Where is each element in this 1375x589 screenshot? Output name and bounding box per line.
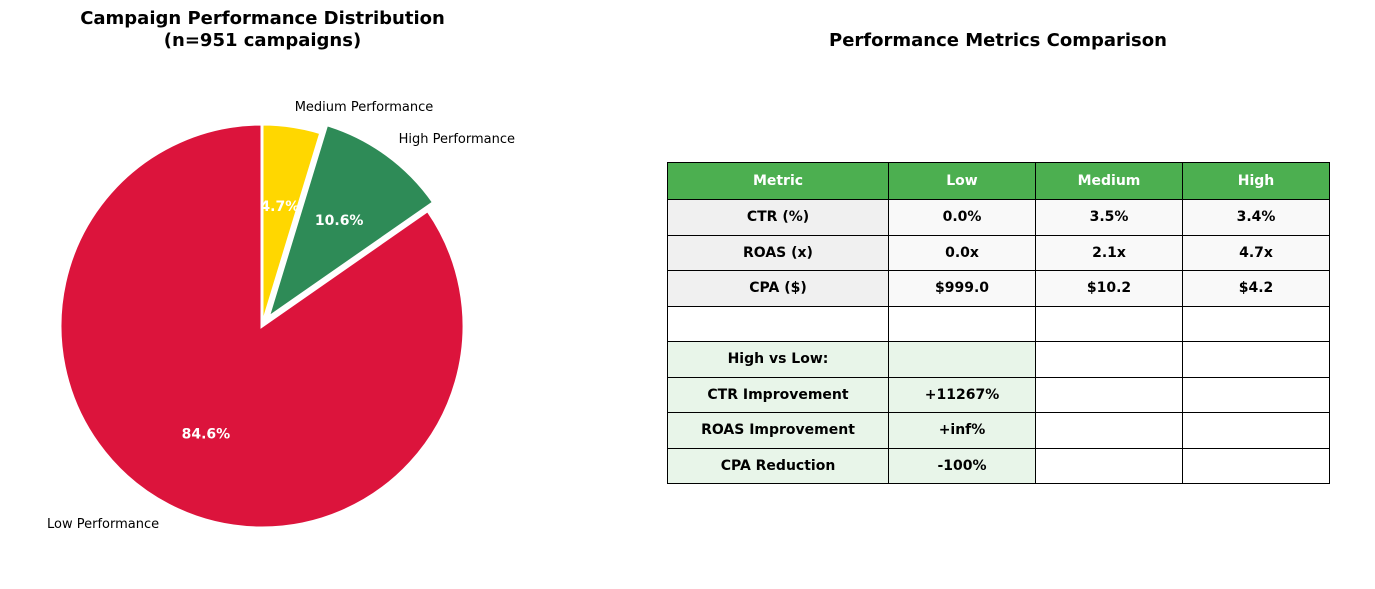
table-cell: 0.0% [888, 199, 1036, 236]
header-cell-low: Low [888, 162, 1036, 200]
table-title: Performance Metrics Comparison [829, 30, 1167, 51]
table-cell: CPA ($) [667, 270, 889, 307]
table-cell [1035, 412, 1183, 449]
table-cell: 2.1x [1035, 234, 1183, 271]
pie-category-label: High Performance [399, 132, 515, 147]
table-cell [1035, 447, 1183, 484]
table-cell [1035, 341, 1183, 378]
table-cell [888, 341, 1036, 378]
pie-chart-title-line-1: Campaign Performance Distribution [80, 8, 445, 29]
table-cell: CTR (%) [667, 199, 889, 236]
table-cell [1035, 376, 1183, 413]
table-row [667, 305, 1330, 342]
table-cell: $10.2 [1035, 270, 1183, 307]
table-cell [1182, 447, 1330, 484]
table-cell [1182, 376, 1330, 413]
table-cell: 3.5% [1035, 199, 1183, 236]
table-cell: ROAS Improvement [667, 412, 889, 449]
header-cell-high: High [1182, 162, 1330, 200]
pie-slice-low-performance [58, 122, 466, 530]
table-cell: +11267% [888, 376, 1036, 413]
pie-chart: 4.7% Medium Performance 10.6% High Performa… [47, 100, 515, 532]
table-row: CTR (%) 0.0% 3.5% 3.4% [667, 199, 1330, 236]
header-cell-metric: Metric [667, 162, 889, 200]
table-cell: +inf% [888, 412, 1036, 449]
header-cell-medium: Medium [1035, 162, 1183, 200]
table-cell: -100% [888, 447, 1036, 484]
pie-slice-high-performance [265, 122, 436, 322]
table-cell [667, 305, 889, 342]
table-cell: CTR Improvement [667, 376, 889, 413]
table-header-row: Metric Low Medium High [667, 162, 1330, 200]
table-row: ROAS (x) 0.0x 2.1x 4.7x [667, 234, 1330, 271]
pie-pct-label: 10.6% [315, 213, 364, 229]
table-cell: High vs Low: [667, 341, 889, 378]
pie-chart-title-line-2: (n=951 campaigns) [163, 30, 362, 51]
table-cell [888, 305, 1036, 342]
table-row: CPA ($) $999.0 $10.2 $4.2 [667, 270, 1330, 307]
table-cell [1182, 412, 1330, 449]
table-cell: 0.0x [888, 234, 1036, 271]
pie-category-label: Medium Performance [295, 100, 434, 115]
pie-category-label: Low Performance [47, 517, 159, 532]
table-row: CPA Reduction -100% [667, 447, 1330, 484]
table-row: ROAS Improvement +inf% [667, 412, 1330, 449]
pie-pct-label: 4.7% [260, 199, 299, 215]
table-cell: $4.2 [1182, 270, 1330, 307]
pie-pct-label: 84.6% [182, 426, 231, 442]
table-cell: $999.0 [888, 270, 1036, 307]
table-cell: 4.7x [1182, 234, 1330, 271]
pie-chart-title: Campaign Performance Distribution (n=951… [0, 8, 525, 52]
table-cell: 3.4% [1182, 199, 1330, 236]
table-cell: CPA Reduction [667, 447, 889, 484]
table-row: High vs Low: [667, 341, 1330, 378]
table-cell [1182, 341, 1330, 378]
table-cell: ROAS (x) [667, 234, 889, 271]
table-cell [1035, 305, 1183, 342]
metrics-table: Metric Low Medium High CTR (%) 0.0% 3.5%… [667, 162, 1330, 484]
table-cell [1182, 305, 1330, 342]
table-row: CTR Improvement +11267% [667, 376, 1330, 413]
